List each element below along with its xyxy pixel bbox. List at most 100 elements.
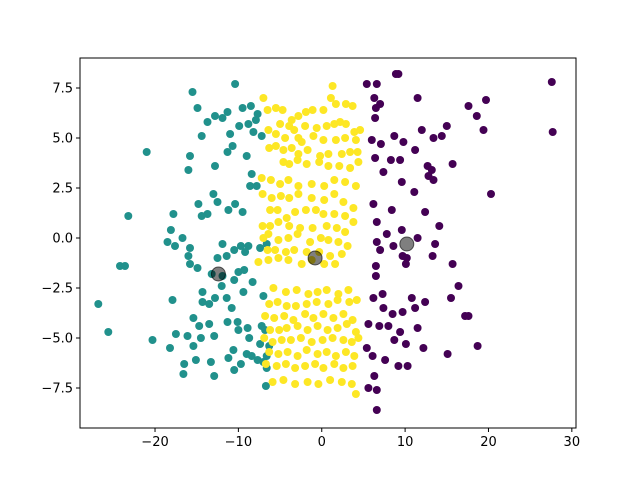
scatter-point-2 xyxy=(372,238,381,246)
scatter-point-1 xyxy=(294,190,303,198)
scatter-point-1 xyxy=(316,234,325,242)
scatter-point-2 xyxy=(473,342,482,350)
scatter-point-1 xyxy=(291,364,300,372)
scatter-point-2 xyxy=(447,294,455,302)
scatter-point-2 xyxy=(362,344,371,352)
scatter-point-2 xyxy=(421,298,430,306)
scatter-point-1 xyxy=(328,82,337,90)
x-tick-label: 30 xyxy=(564,435,581,450)
scatter-point-1 xyxy=(354,334,363,342)
scatter-point-0 xyxy=(257,132,266,140)
scatter-point-1 xyxy=(265,348,274,356)
scatter-point-1 xyxy=(324,162,333,170)
scatter-point-2 xyxy=(372,218,381,226)
scatter-point-1 xyxy=(282,302,291,310)
scatter-point-1 xyxy=(319,364,328,372)
scatter-point-0 xyxy=(211,162,219,170)
scatter-point-1 xyxy=(282,214,291,222)
scatter-point-1 xyxy=(263,246,272,254)
scatter-point-1 xyxy=(271,142,280,150)
scatter-point-0 xyxy=(189,314,198,322)
scatter-point-0 xyxy=(218,240,227,248)
scatter-point-2 xyxy=(390,336,399,344)
scatter-point-2 xyxy=(429,176,438,184)
scatter-point-1 xyxy=(341,100,350,108)
scatter-point-1 xyxy=(264,126,273,134)
scatter-point-0 xyxy=(171,330,180,338)
scatter-point-1 xyxy=(351,390,360,398)
y-tick-label: 5.0 xyxy=(52,132,73,147)
scatter-point-0 xyxy=(239,288,248,296)
scatter-point-0 xyxy=(244,120,253,128)
scatter-point-1 xyxy=(271,246,280,254)
scatter-point-0 xyxy=(227,304,236,312)
scatter-point-1 xyxy=(268,378,277,386)
scatter-point-1 xyxy=(280,312,289,320)
scatter-point-1 xyxy=(285,194,294,202)
scatter-point-1 xyxy=(319,136,328,144)
scatter-point-0 xyxy=(179,370,188,378)
scatter-point-2 xyxy=(437,132,446,140)
scatter-point-1 xyxy=(337,150,346,158)
scatter-point-0 xyxy=(240,266,249,274)
scatter-point-1 xyxy=(278,106,287,114)
scatter-point-1 xyxy=(301,122,310,130)
scatter-point-0 xyxy=(194,200,203,208)
y-tick-label: 7.5 xyxy=(52,82,73,97)
scatter-point-0 xyxy=(243,324,252,332)
scatter-point-1 xyxy=(307,194,316,202)
scatter-point-1 xyxy=(322,286,331,294)
scatter-point-1 xyxy=(274,350,283,358)
scatter-point-0 xyxy=(217,282,226,290)
scatter-point-1 xyxy=(257,174,266,182)
scatter-point-1 xyxy=(339,198,348,206)
scatter-point-2 xyxy=(375,322,384,330)
scatter-point-1 xyxy=(270,314,279,322)
scatter-point-2 xyxy=(376,246,385,254)
scatter-point-0 xyxy=(186,152,194,160)
scatter-point-1 xyxy=(322,348,331,356)
scatter-point-1 xyxy=(311,360,320,368)
scatter-point-0 xyxy=(246,102,255,110)
scatter-point-1 xyxy=(286,336,295,344)
scatter-point-1 xyxy=(281,248,290,256)
scatter-point-2 xyxy=(364,384,373,392)
y-tick-label: 0.0 xyxy=(52,232,73,247)
scatter-point-1 xyxy=(268,338,277,346)
y-tick-label: −5.0 xyxy=(41,332,73,347)
scatter-point-0 xyxy=(166,226,175,234)
scatter-point-1 xyxy=(282,324,291,332)
scatter-point-0 xyxy=(104,328,113,336)
x-axis: −20 −10 0 10 20 30 xyxy=(141,428,580,450)
scatter-point-1 xyxy=(281,134,290,142)
centroid-marker xyxy=(399,236,415,252)
scatter-point-1 xyxy=(258,222,267,230)
scatter-point-1 xyxy=(276,192,285,200)
scatter-point-1 xyxy=(266,222,275,230)
scatter-point-0 xyxy=(236,242,245,250)
scatter-point-1 xyxy=(283,348,292,356)
scatter-point-1 xyxy=(339,336,348,344)
scatter-point-2 xyxy=(386,156,395,164)
scatter-point-2 xyxy=(376,140,385,148)
plot-area xyxy=(94,70,557,414)
scatter-point-2 xyxy=(390,132,399,140)
scatter-point-1 xyxy=(302,248,311,256)
scatter-point-0 xyxy=(241,248,250,256)
scatter-point-1 xyxy=(324,236,333,244)
scatter-point-1 xyxy=(314,380,323,388)
scatter-point-1 xyxy=(349,218,358,226)
scatter-point-1 xyxy=(303,378,312,386)
scatter-point-2 xyxy=(402,254,411,262)
y-tick-label: −2.5 xyxy=(41,282,73,297)
scatter-point-1 xyxy=(307,180,316,188)
scatter-point-2 xyxy=(371,262,380,270)
scatter-point-0 xyxy=(235,122,244,130)
scatter-point-1 xyxy=(330,176,339,184)
scatter-point-2 xyxy=(429,134,438,142)
scatter-point-0 xyxy=(238,104,247,112)
scatter-point-2 xyxy=(454,282,463,290)
scatter-point-1 xyxy=(290,126,299,134)
scatter-point-1 xyxy=(319,310,328,318)
scatter-point-0 xyxy=(121,262,129,270)
